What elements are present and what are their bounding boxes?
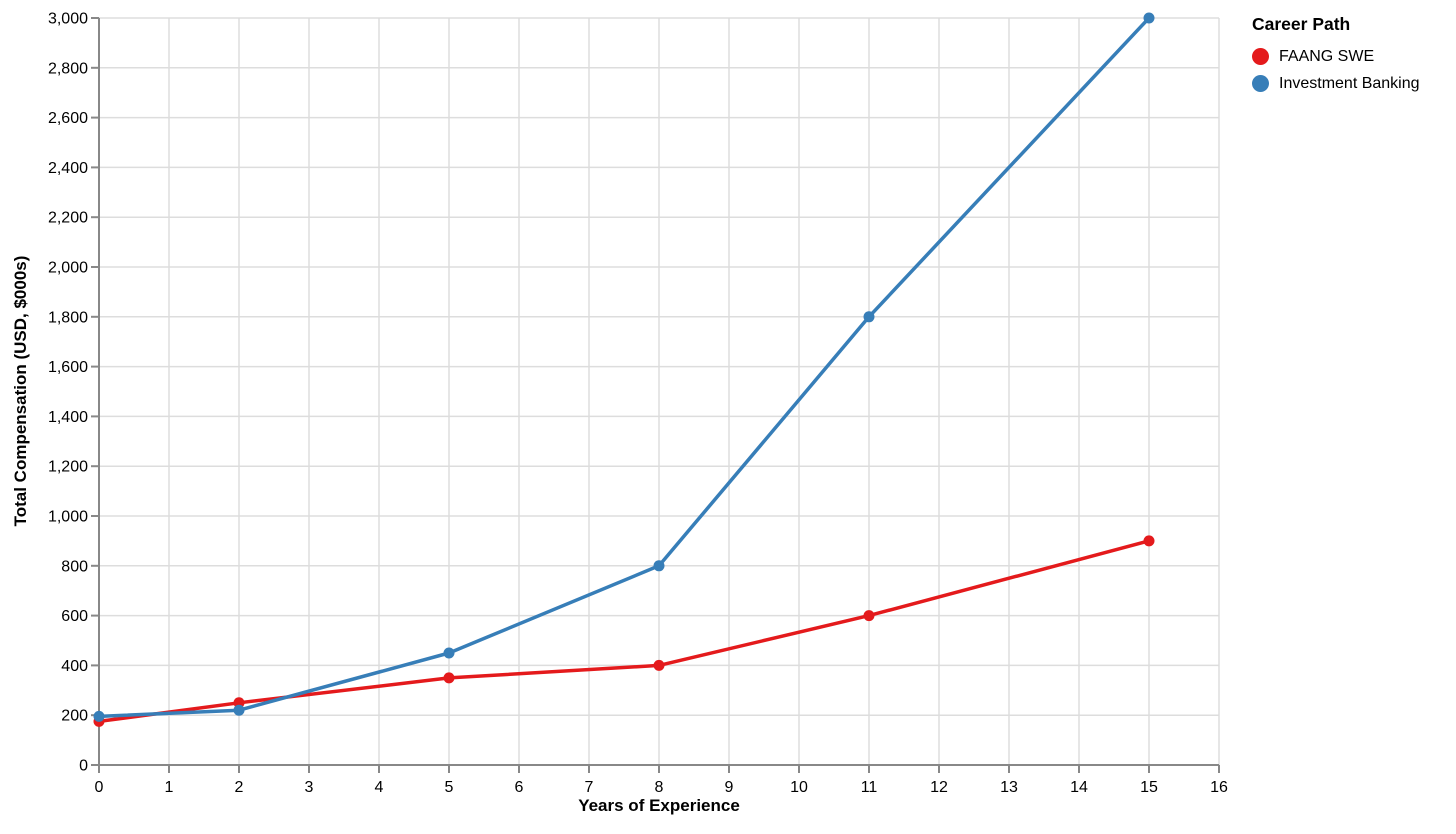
y-tick-label: 2,000 bbox=[48, 260, 88, 277]
legend-swatch-blue-circle-icon bbox=[1252, 75, 1269, 92]
x-tick-label: 12 bbox=[930, 779, 948, 796]
gridlines bbox=[98, 17, 1220, 766]
x-tick-label: 0 bbox=[95, 779, 104, 796]
x-tick-label: 16 bbox=[1210, 779, 1228, 796]
data-point-faang-swe bbox=[443, 672, 455, 684]
x-tick-label: 6 bbox=[515, 779, 524, 796]
data-points bbox=[93, 12, 1155, 727]
x-tick-label: 7 bbox=[585, 779, 594, 796]
x-tick-label: 14 bbox=[1070, 779, 1088, 796]
x-tick-label: 2 bbox=[235, 779, 244, 796]
legend-title: Career Path bbox=[1252, 14, 1351, 34]
y-tick-label: 2,600 bbox=[48, 110, 88, 127]
data-point-investment-banking bbox=[233, 704, 245, 716]
legend: Career Path FAANG SWE Investment Banking bbox=[1252, 14, 1420, 97]
y-tick-label: 1,200 bbox=[48, 459, 88, 476]
y-tick-label: 1,000 bbox=[48, 509, 88, 526]
x-tick-label: 13 bbox=[1000, 779, 1018, 796]
data-point-faang-swe bbox=[1143, 535, 1155, 547]
x-tick-label: 4 bbox=[375, 779, 384, 796]
legend-label-investment-banking: Investment Banking bbox=[1279, 74, 1420, 92]
y-tick-label: 3,000 bbox=[48, 11, 88, 28]
data-point-faang-swe bbox=[653, 659, 665, 671]
legend-swatch-red-circle-icon bbox=[1252, 48, 1269, 65]
axes: 0 1 2 3 4 5 6 7 8 9 10 11 12 13 14 15 1602004006008001,0… bbox=[48, 11, 1228, 797]
y-tick-label: 600 bbox=[61, 608, 88, 625]
y-tick-label: 2,800 bbox=[48, 60, 88, 77]
y-tick-label: 200 bbox=[61, 708, 88, 725]
y-tick-label: 2,400 bbox=[48, 160, 88, 177]
y-tick-label: 2,200 bbox=[48, 210, 88, 227]
x-tick-label: 10 bbox=[790, 779, 808, 796]
y-axis-title: Total Compensation (USD, $000s) bbox=[11, 255, 30, 527]
data-point-investment-banking bbox=[653, 560, 665, 572]
series-lines bbox=[97, 16, 1151, 724]
y-tick-label: 1,600 bbox=[48, 359, 88, 376]
legend-item-investment-banking: Investment Banking bbox=[1252, 70, 1420, 97]
series-line-investment-banking bbox=[97, 16, 1151, 719]
y-tick-label: 400 bbox=[61, 658, 88, 675]
x-tick-label: 3 bbox=[305, 779, 314, 796]
y-tick-label: 800 bbox=[61, 558, 88, 575]
legend-label-faang-swe: FAANG SWE bbox=[1279, 47, 1375, 65]
y-tick-label: 1,400 bbox=[48, 409, 88, 426]
x-tick-label: 15 bbox=[1140, 779, 1158, 796]
x-axis-title: Years of Experience bbox=[578, 796, 740, 815]
legend-item-faang-swe: FAANG SWE bbox=[1252, 43, 1420, 70]
y-tick-label: 1,800 bbox=[48, 309, 88, 326]
data-point-investment-banking bbox=[863, 311, 875, 323]
x-tick-label: 11 bbox=[861, 779, 878, 796]
x-tick-label: 8 bbox=[655, 779, 664, 796]
series-line-faang-swe bbox=[97, 539, 1151, 724]
data-point-investment-banking bbox=[1143, 12, 1155, 24]
data-point-investment-banking bbox=[93, 710, 105, 722]
x-tick-label: 9 bbox=[725, 779, 734, 796]
data-point-investment-banking bbox=[443, 647, 455, 659]
x-tick-label: 1 bbox=[165, 779, 174, 796]
x-tick-label: 5 bbox=[445, 779, 454, 796]
data-point-faang-swe bbox=[863, 610, 875, 622]
y-tick-label: 0 bbox=[79, 758, 88, 775]
